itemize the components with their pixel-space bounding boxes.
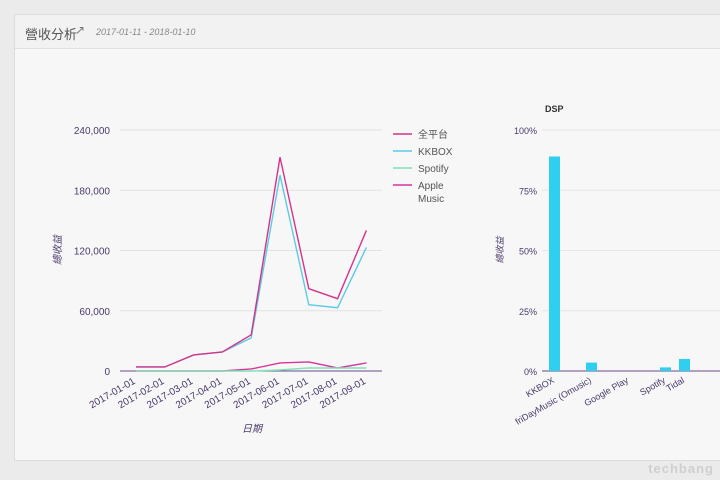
x-tick-label: Tidal: [664, 375, 686, 393]
bar-kkbox: [549, 156, 560, 371]
revenue-panel: 營收分析 ↗︎ 2017-01-11 - 2018-01-10: [14, 14, 720, 461]
techbang-watermark: techbang: [648, 461, 714, 476]
y-tick-label: 120,000: [74, 247, 111, 258]
series-line-kkbox: [136, 175, 368, 368]
x-axis-title: 日期: [242, 423, 264, 435]
date-range: 2017-01-11 - 2018-01-10: [96, 27, 196, 37]
bar-spotify: [660, 367, 671, 371]
y-tick-label: 0: [104, 367, 110, 378]
bar-tidal: [679, 358, 690, 371]
legend-label: Apple: [418, 181, 444, 192]
series-line-spotify: [136, 367, 367, 372]
y-tick-label: 50%: [519, 247, 537, 257]
bar-fridaymusic: [586, 362, 597, 371]
bar-chart-title: DSP: [545, 104, 564, 114]
x-tick-label: Spotify: [638, 375, 667, 398]
y-tick-label: 25%: [519, 307, 537, 317]
legend-label: KKBOX: [418, 147, 453, 158]
y-tick-label: 240,000: [74, 126, 111, 137]
panel-title: 營收分析: [25, 27, 78, 42]
legend-label: Spotify: [418, 164, 449, 175]
y-tick-label: 180,000: [74, 186, 111, 197]
y-axis-title: 總收益: [52, 234, 64, 265]
y-tick-label: 0%: [524, 367, 537, 377]
external-link-icon[interactable]: ↗︎: [75, 23, 86, 37]
series-line-apple-music: [136, 361, 367, 372]
panel-header: 營收分析 ↗︎ 2017-01-11 - 2018-01-10: [15, 15, 720, 49]
y-tick-label: 75%: [519, 186, 537, 196]
y-axis-title: 總收益: [495, 236, 505, 264]
y-tick-label: 100%: [514, 126, 537, 136]
series-line-全平台: [136, 156, 368, 368]
legend-label: Music: [418, 194, 444, 205]
y-tick-label: 60,000: [79, 307, 110, 318]
legend-label: 全平台: [418, 128, 448, 141]
